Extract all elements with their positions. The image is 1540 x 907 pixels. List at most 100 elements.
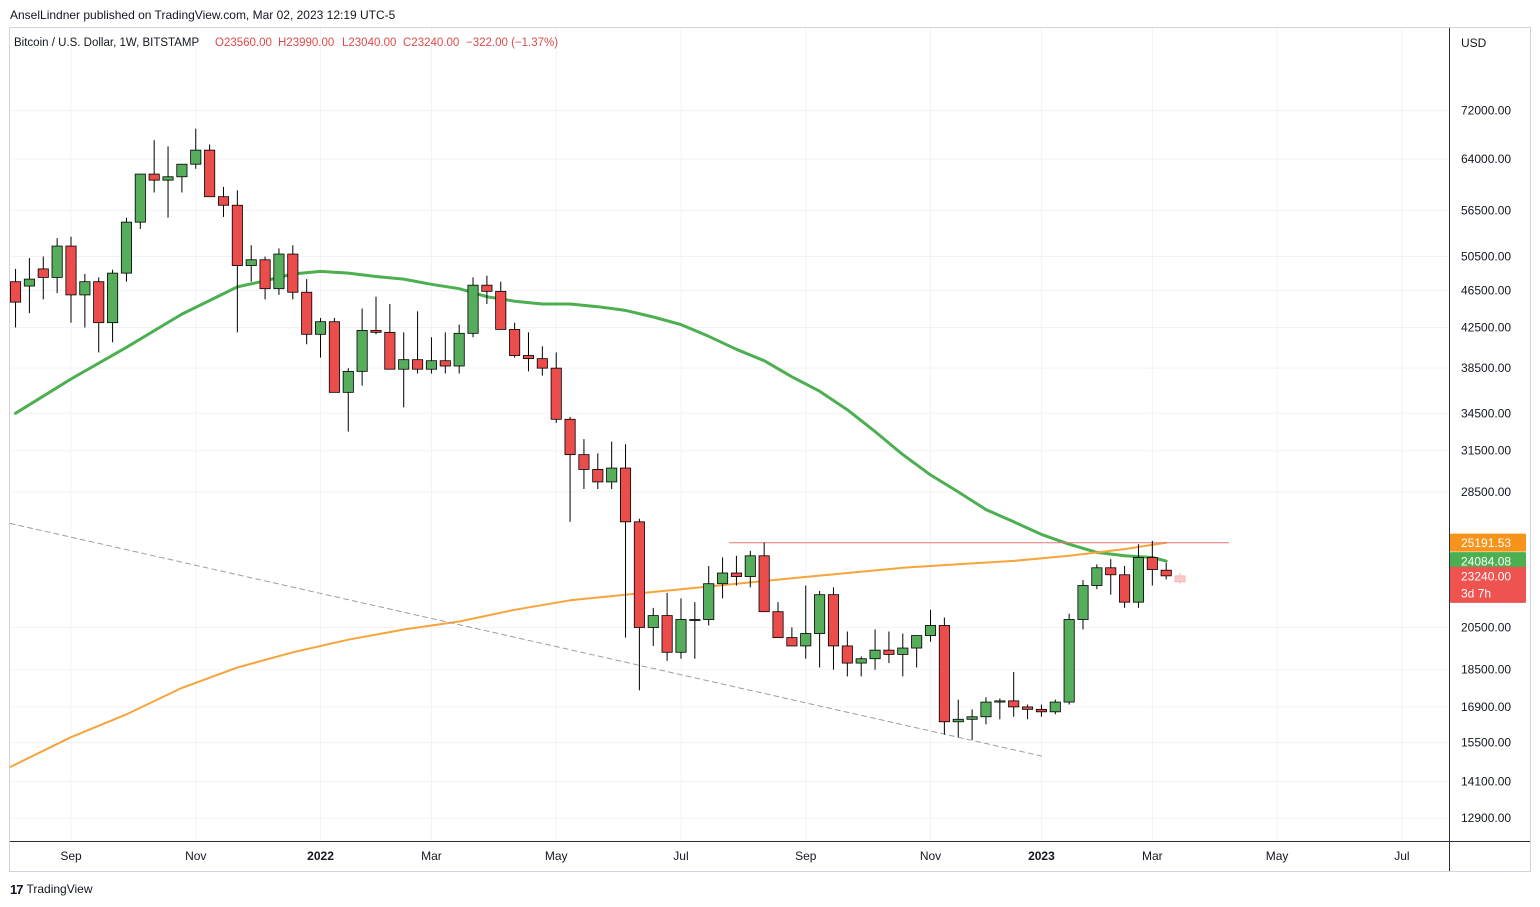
candle-body bbox=[273, 253, 285, 290]
candle bbox=[661, 592, 673, 661]
candle bbox=[619, 444, 632, 638]
candle-body bbox=[1119, 574, 1131, 603]
candle bbox=[259, 256, 271, 300]
candle-body bbox=[481, 284, 493, 292]
legend-close: C23240.00 bbox=[403, 37, 459, 49]
candle bbox=[481, 275, 493, 304]
y-tick-label: 72000.00 bbox=[1461, 104, 1511, 118]
candle-body bbox=[841, 645, 853, 664]
candle bbox=[536, 346, 548, 376]
candle-body bbox=[412, 359, 424, 370]
y-tick-label: 15500.00 bbox=[1461, 735, 1511, 749]
candle-body bbox=[217, 196, 230, 206]
candle bbox=[287, 245, 299, 300]
candle bbox=[675, 598, 687, 659]
x-tick-label: Mar bbox=[1142, 849, 1163, 863]
candle bbox=[51, 238, 63, 294]
candle-body bbox=[564, 418, 576, 456]
candle bbox=[869, 629, 881, 670]
candle bbox=[1049, 699, 1061, 715]
candle-body bbox=[633, 521, 645, 628]
candle bbox=[93, 277, 105, 353]
candle-body bbox=[661, 615, 673, 653]
publisher-line: AnselLindner published on TradingView.co… bbox=[10, 8, 396, 22]
ghost-candle bbox=[1174, 573, 1186, 584]
y-tick-label: 31500.00 bbox=[1461, 444, 1511, 458]
candle bbox=[148, 140, 160, 193]
candle bbox=[786, 627, 798, 647]
y-tick-label: 56500.00 bbox=[1461, 203, 1511, 217]
candle-body bbox=[911, 635, 923, 649]
candle-body bbox=[453, 332, 465, 367]
candle-body bbox=[1091, 567, 1103, 586]
candle bbox=[453, 324, 465, 374]
candles-layer bbox=[10, 128, 1186, 740]
candle bbox=[1119, 566, 1131, 608]
candle-body bbox=[924, 625, 937, 636]
candle-body bbox=[1160, 569, 1172, 577]
candle-body bbox=[1105, 567, 1117, 576]
candle bbox=[79, 273, 91, 328]
candle-body bbox=[495, 290, 507, 330]
candle bbox=[37, 256, 49, 300]
candle bbox=[342, 368, 354, 432]
candle bbox=[827, 587, 840, 670]
candle bbox=[980, 697, 992, 725]
y-tick-label: 18500.00 bbox=[1461, 663, 1511, 677]
candle-body bbox=[938, 625, 950, 723]
y-tick-label: 38500.00 bbox=[1461, 361, 1511, 375]
ma-orange-line bbox=[9, 541, 1168, 769]
candle-body bbox=[134, 173, 146, 223]
price-tag-label: 23240.00 bbox=[1461, 569, 1511, 583]
candle bbox=[1146, 540, 1158, 586]
candle bbox=[176, 163, 188, 193]
candle bbox=[1022, 704, 1034, 720]
candle-body bbox=[897, 647, 909, 655]
candle bbox=[425, 337, 437, 374]
candle bbox=[1035, 704, 1047, 717]
candle-body bbox=[980, 701, 992, 718]
candle-body bbox=[536, 358, 548, 369]
candle bbox=[356, 308, 368, 386]
candle-body bbox=[675, 619, 687, 653]
candle bbox=[134, 173, 146, 229]
y-tick-label: 12900.00 bbox=[1461, 811, 1511, 825]
candle bbox=[245, 245, 257, 282]
price-tag-label: 25191.53 bbox=[1461, 536, 1511, 550]
candle bbox=[966, 709, 978, 740]
x-tick-label: Sep bbox=[60, 849, 82, 863]
price-tag-bg bbox=[1450, 533, 1526, 552]
candle-body bbox=[1063, 619, 1075, 703]
candle-body bbox=[966, 716, 978, 720]
candle-body bbox=[883, 649, 895, 655]
candle bbox=[911, 635, 923, 668]
trendline bbox=[9, 522, 1042, 757]
price-tag: 23240.00 3d 7h bbox=[1450, 566, 1526, 603]
candle-body bbox=[1022, 706, 1034, 710]
candle bbox=[800, 585, 812, 659]
candle bbox=[1077, 580, 1089, 630]
candle-body bbox=[245, 259, 257, 266]
candle-body bbox=[176, 163, 188, 178]
legend-low: L23040.00 bbox=[342, 37, 396, 49]
candle-body bbox=[356, 329, 368, 372]
candle bbox=[217, 186, 230, 217]
candle-body bbox=[259, 259, 271, 290]
candle-body bbox=[592, 469, 604, 483]
countdown-label: 3d 7h bbox=[1461, 586, 1491, 600]
candle-body bbox=[328, 321, 340, 393]
candle bbox=[315, 317, 327, 358]
candle-body bbox=[578, 454, 590, 470]
candle bbox=[772, 602, 784, 639]
candle-body bbox=[1132, 557, 1144, 603]
candle-body bbox=[744, 555, 756, 577]
y-tick-label: 16900.00 bbox=[1461, 700, 1511, 714]
candle bbox=[550, 352, 562, 423]
candle bbox=[384, 303, 396, 370]
candle-body bbox=[647, 615, 659, 628]
candle-body bbox=[231, 204, 243, 266]
ma-green-line bbox=[14, 269, 1168, 563]
candle-body bbox=[439, 360, 451, 367]
